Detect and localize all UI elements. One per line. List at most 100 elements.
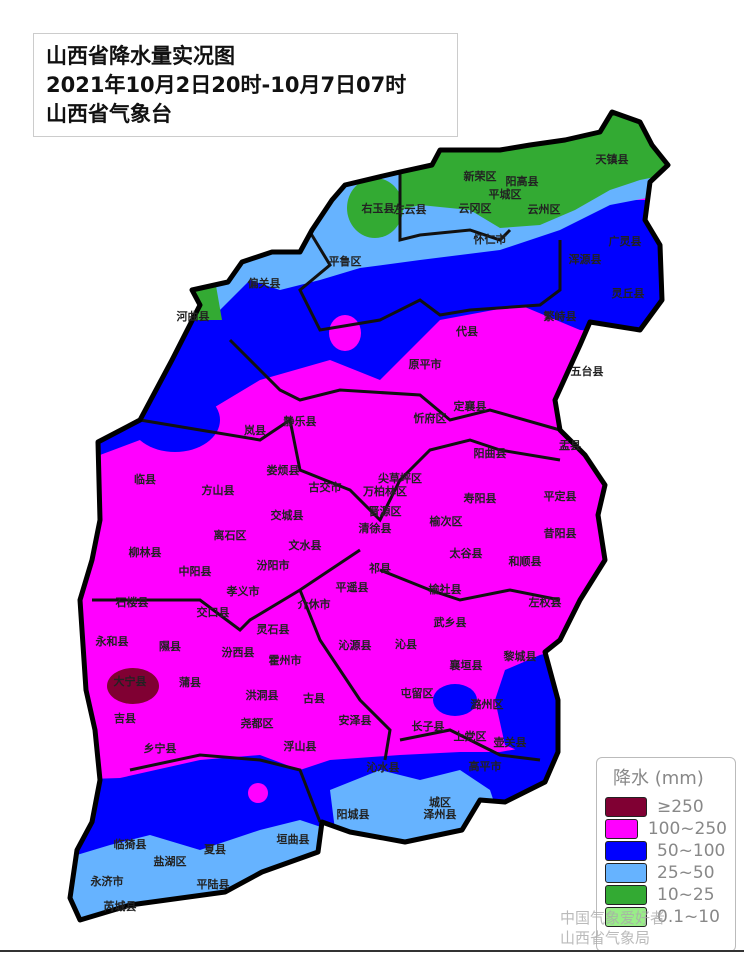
city-boundary-line	[139, 417, 561, 523]
county-label: 晋源区	[369, 504, 402, 518]
county-label: 和顺县	[509, 554, 542, 568]
county-label: 中阳县	[179, 564, 212, 578]
county-label: 娄烦县	[267, 463, 300, 477]
county-label: 寿阳县	[464, 491, 497, 505]
map-period: 2021年10月2日20时-10月7日07时	[46, 73, 407, 97]
legend-swatch	[605, 907, 647, 927]
map-title: 山西省降水量实况图	[46, 44, 235, 68]
county-label: 万柏林区	[362, 484, 407, 498]
county-label: 原平市	[409, 357, 442, 371]
county-label: 高平市	[469, 759, 502, 773]
county-label: 灵石县	[257, 623, 290, 636]
band-10-25-youyu	[347, 178, 403, 238]
legend-swatch	[605, 797, 647, 817]
county-label: 上党区	[454, 729, 487, 743]
city-boundaries	[92, 172, 562, 823]
county-label: 临猗县	[114, 837, 147, 851]
band-50-100-spot-west	[130, 388, 220, 452]
county-label: 平城区	[489, 187, 522, 201]
county-label: 古县	[303, 691, 325, 705]
county-label: 怀仁市	[474, 232, 507, 246]
band-50-100-spot-tunliu	[433, 684, 477, 716]
city-boundary-line	[398, 172, 512, 242]
legend-swatch	[605, 819, 638, 839]
county-label: 平鲁区	[329, 254, 362, 268]
legend-swatch	[605, 863, 647, 883]
legend-item: 10~25	[605, 884, 727, 906]
city-boundary-line	[228, 338, 561, 432]
county-label: 广灵县	[609, 234, 642, 248]
county-label: 屯留区	[401, 686, 434, 700]
county-label: 壶关县	[494, 735, 527, 749]
county-label: 代县	[455, 324, 478, 338]
county-label: 盂县	[559, 439, 581, 452]
county-label: 左云县	[393, 202, 427, 216]
county-label: 武乡县	[434, 615, 467, 629]
county-label: 汾西县	[222, 645, 255, 659]
county-label: 榆社县	[429, 582, 462, 596]
county-label: 石楼县	[115, 595, 149, 609]
county-label: 昔阳县	[544, 526, 577, 540]
county-label: 沁水县	[367, 760, 400, 774]
county-label: 垣曲县	[277, 832, 310, 846]
county-label: 天镇县	[596, 152, 629, 166]
legend: 降水 (mm) ≥250 100~250 50~100 25~50 10~25 0.1~1…	[596, 757, 736, 952]
county-label: 永和县	[95, 634, 129, 648]
county-label: 新荣区	[464, 169, 497, 183]
county-label: 大宁县	[114, 674, 147, 688]
county-label: 城区	[429, 795, 451, 809]
county-label: 孝义市	[226, 584, 260, 598]
province-outline	[67, 109, 671, 923]
county-label: 黎城县	[504, 649, 537, 663]
county-label: 河曲县	[177, 309, 210, 323]
county-label: 浮山县	[284, 739, 317, 753]
legend-item: 25~50	[605, 862, 727, 884]
county-label: 襄垣县	[449, 658, 483, 672]
county-label: 方山县	[202, 483, 235, 497]
legend-swatch	[605, 885, 647, 905]
county-label: 夏县	[204, 843, 226, 856]
county-label: 忻府区	[414, 411, 447, 425]
county-label: 灵丘县	[612, 287, 645, 300]
county-label: 芮城县	[104, 899, 137, 913]
county-label: 盐湖区	[154, 854, 187, 868]
band-10-25-northeast	[400, 112, 668, 240]
county-label: 介休市	[297, 597, 331, 611]
watermark-line-2: 山西省气象局	[560, 929, 651, 947]
legend-label: 100~250	[647, 819, 727, 839]
legend-item: 0.1~10	[605, 906, 727, 928]
watermark: 中国气象爱好者 山西省气象局	[560, 908, 665, 948]
county-label: 霍州市	[269, 653, 302, 667]
county-label: 阳曲县	[474, 446, 507, 460]
city-boundary-line	[379, 568, 561, 602]
county-label: 临县	[134, 472, 156, 486]
county-label: 洪洞县	[246, 688, 279, 702]
county-label: 太谷县	[449, 546, 483, 560]
county-label: 沁县	[395, 637, 417, 651]
county-label: 蒲县	[179, 675, 201, 689]
county-label: 阳城县	[337, 807, 370, 821]
bottom-border	[0, 950, 744, 952]
county-label: 偏关县	[248, 276, 281, 290]
county-label: 定襄县	[454, 399, 487, 413]
county-label: 吉县	[114, 711, 136, 725]
city-boundary-line	[298, 231, 562, 332]
county-label: 祁县	[369, 561, 391, 575]
city-boundary-line	[399, 728, 541, 762]
county-label: 沁源县	[339, 638, 372, 652]
county-label: 柳林县	[129, 545, 162, 559]
county-label: 云冈区	[459, 202, 492, 215]
band-50-100-southeast	[495, 650, 560, 760]
county-label: 云州区	[528, 203, 561, 216]
county-label: 清徐县	[359, 521, 392, 535]
county-label: 潞州区	[471, 697, 504, 711]
county-label: 尧都区	[241, 716, 274, 730]
band-100-250-spot-south	[248, 783, 268, 803]
legend-item: 100~250	[605, 818, 727, 840]
county-label: 交口县	[197, 605, 230, 619]
band-25-50-south	[70, 820, 330, 920]
legend-item: 50~100	[605, 840, 727, 862]
county-label: 浑源县	[569, 252, 602, 266]
